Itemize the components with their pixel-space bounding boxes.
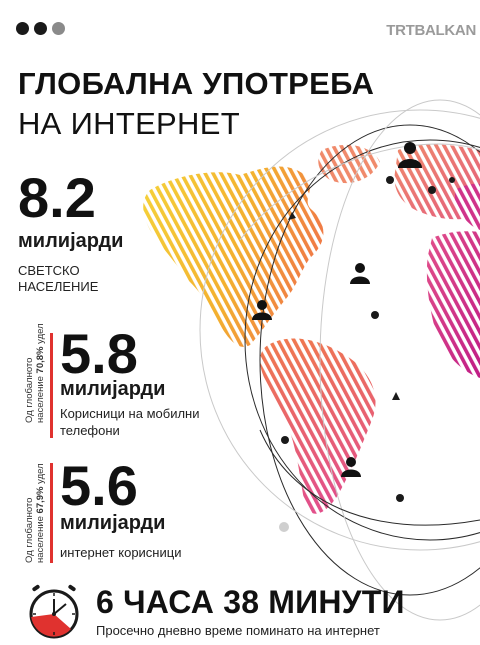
- orbit-node-3: [371, 311, 379, 319]
- stat-mobile-share-line2: население 70,8% удел: [35, 323, 46, 423]
- orbit-ring-3: [199, 109, 480, 551]
- orbit-arrow-2: [392, 392, 400, 400]
- orbit-node-5: [396, 494, 404, 502]
- share-prefix: население: [35, 513, 46, 563]
- north-america-shape: [143, 166, 324, 347]
- brand-logo: TRTBALKAN: [386, 22, 476, 39]
- orbit-arc-6: [259, 429, 480, 526]
- stat-mobile-accent-bar: [50, 333, 53, 438]
- orbit-arrow-1: [288, 212, 296, 220]
- orbit-ring-2: [244, 139, 480, 541]
- stat-mobile-share-line1: Од глобалното: [24, 357, 35, 423]
- person-icon-1: [398, 142, 422, 168]
- person-icon-4: [341, 457, 361, 477]
- stat-population-label: СВЕТСКО НАСЕЛЕНИЕ: [18, 263, 99, 294]
- africa-shape: [426, 231, 480, 378]
- share-percent: 67,9%: [35, 486, 46, 514]
- share-suffix: удел: [35, 323, 46, 347]
- greenland-shape: [318, 144, 380, 184]
- stat-population-value: 8.2: [18, 166, 96, 229]
- page-title-line1: ГЛОБАЛНА УПОТРЕБА: [18, 66, 375, 101]
- orbit-node-6: [449, 177, 455, 183]
- orbit-ring-1: [259, 124, 480, 596]
- orbit-arc-5: [239, 143, 480, 241]
- stat-population-unit: милијарди: [18, 230, 124, 252]
- stat-internet-label: интернет корисници: [60, 545, 182, 560]
- share-prefix: население: [35, 373, 46, 423]
- stat-mobile-share: Од глобалното население 70,8% удел: [24, 323, 46, 423]
- orbit-node-2: [428, 186, 436, 194]
- orbit-node-grey: [279, 522, 289, 532]
- clock-icon: [29, 584, 79, 639]
- stat-internet-unit: милијарди: [60, 512, 166, 534]
- orbit-node-1: [386, 176, 394, 184]
- orbit-node-4: [281, 436, 289, 444]
- daily-time-label: Просечно дневно време поминато на интерн…: [96, 623, 380, 638]
- south-america-shape: [260, 338, 376, 514]
- person-icon-3: [252, 300, 272, 320]
- dot-1: [16, 22, 29, 35]
- daily-time-value: 6 ЧАСА 38 МИНУТИ: [96, 584, 405, 620]
- person-icon-2: [350, 263, 370, 284]
- stat-internet-value: 5.6: [60, 454, 138, 517]
- stat-internet-share-line2: население 67,9% удел: [35, 463, 46, 563]
- east-blob-shape: [455, 183, 480, 230]
- window-dots: [16, 22, 65, 35]
- dot-3: [52, 22, 65, 35]
- stat-internet-accent-bar: [50, 463, 53, 563]
- stat-mobile-unit: милијарди: [60, 378, 166, 400]
- dot-2: [34, 22, 47, 35]
- stat-mobile-label: Корисници на мобилни телефони: [60, 406, 200, 438]
- page-title-line2: НА ИНТЕРНЕТ: [18, 106, 240, 141]
- stat-internet-share-line1: Од глобалното: [24, 497, 35, 563]
- share-suffix: удел: [35, 463, 46, 487]
- share-percent: 70,8%: [35, 346, 46, 374]
- stat-internet-share: Од глобалното население 67,9% удел: [24, 463, 46, 563]
- stat-mobile-value: 5.8: [60, 322, 138, 385]
- orbit-ring-4: [319, 99, 480, 621]
